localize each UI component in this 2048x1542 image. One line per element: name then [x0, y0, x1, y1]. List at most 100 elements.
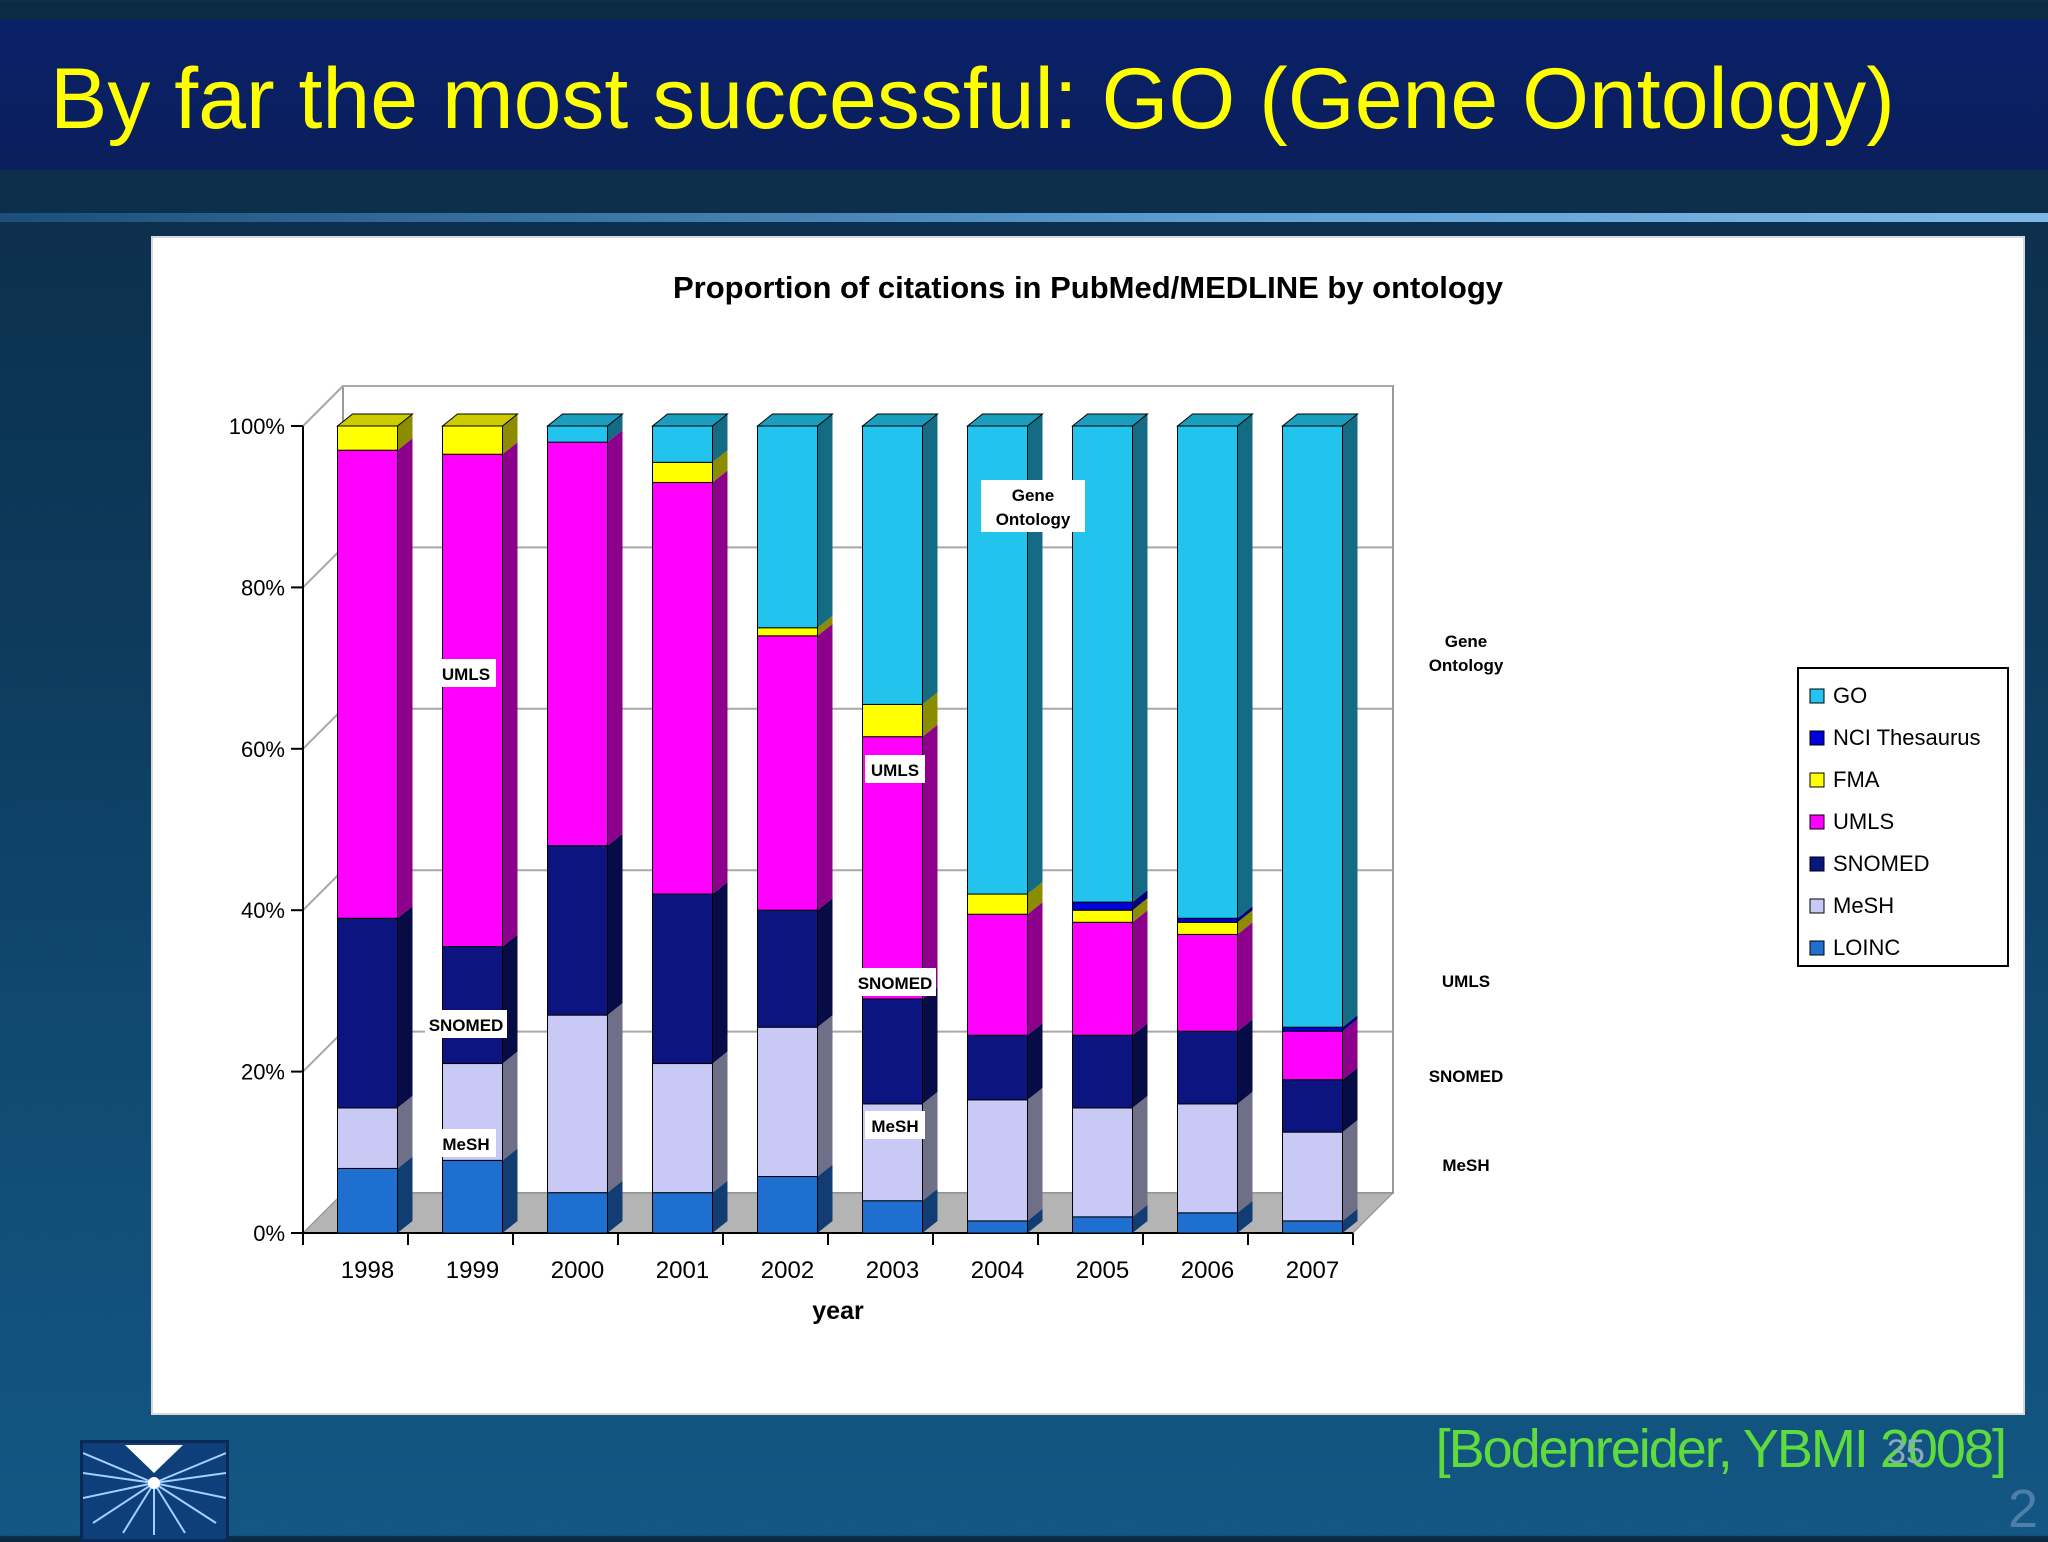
bar-segment-nci-thesaurus [1282, 1026, 1343, 1032]
title-band: By far the most successful: GO (Gene Ont… [0, 20, 2048, 170]
bar-side [607, 1003, 623, 1193]
bar-stack-1999 [441, 413, 519, 1234]
bar-side [1132, 1204, 1148, 1233]
bar-segment-mesh [757, 1026, 818, 1178]
bar-segment-snomed [547, 845, 608, 1016]
annotation-text: Ontology [1429, 656, 1504, 675]
bar-segment-loinc [862, 1200, 923, 1234]
bar-segment-nci-thesaurus [1177, 917, 1238, 923]
legend-swatch [1809, 730, 1825, 746]
y-tick-label: 100% [229, 414, 285, 439]
annotation-label: MeSH [1436, 1150, 1496, 1178]
annotation-bg [1414, 626, 1518, 678]
institution-logo [80, 1440, 229, 1542]
bar-stack-2003 [861, 413, 939, 1234]
x-tick-label: 2004 [971, 1257, 1024, 1284]
bar-segment-fma [442, 425, 503, 455]
bar-side [502, 934, 518, 1064]
bar-segment-loinc [1072, 1216, 1133, 1234]
bar-side [817, 898, 833, 1028]
bar-segment-loinc [967, 1220, 1028, 1234]
bar-top [1176, 413, 1254, 427]
bar-side [1132, 910, 1148, 1036]
bar-segment-loinc [1177, 1212, 1238, 1234]
bar-side [1132, 1023, 1148, 1108]
legend-swatch [1809, 856, 1825, 872]
annotation-text: MeSH [442, 1135, 489, 1154]
bar-side [1342, 1120, 1358, 1221]
annotation-label: MeSH [865, 1111, 925, 1139]
bar-segment-loinc [547, 1192, 608, 1234]
bar-stack-2007 [1281, 413, 1359, 1234]
x-tick-label: 2003 [866, 1257, 919, 1284]
bar-side [502, 442, 518, 947]
legend-label: UMLS [1833, 809, 1894, 834]
x-tick-label: 1998 [341, 1257, 394, 1284]
legend-swatch [1809, 772, 1825, 788]
x-tick-label: 2007 [1286, 1257, 1339, 1284]
bar-side [502, 414, 518, 455]
annotation-bg [865, 1111, 925, 1139]
title-divider [0, 213, 2048, 222]
bar-segment-fma [967, 893, 1028, 915]
bar-segment-nci-thesaurus [1072, 901, 1133, 911]
x-tick-label: 1999 [446, 1257, 499, 1284]
bar-stack-1998 [336, 413, 414, 1234]
bar-side [1132, 890, 1148, 911]
bar-segment-go [652, 425, 713, 463]
x-tick-label: 2006 [1181, 1257, 1234, 1284]
bar-side [1237, 414, 1253, 919]
bar-side [1027, 1087, 1043, 1221]
annotation-bg [1436, 966, 1496, 994]
bar-segment-fma [862, 703, 923, 738]
bar-side [1342, 1067, 1358, 1133]
bar-side [397, 906, 413, 1108]
bar-segment-fma [1072, 909, 1133, 923]
annotation-bg [981, 480, 1085, 532]
bar-side [397, 1095, 413, 1169]
legend-label: SNOMED [1833, 851, 1930, 876]
legend-swatch [1809, 898, 1825, 914]
bar-side [1027, 414, 1043, 895]
bar-side [922, 692, 938, 737]
annotation-label: UMLS [436, 659, 496, 687]
bar-side [817, 615, 833, 636]
annotation-text: Gene [1012, 486, 1055, 505]
bar-segment-fma [757, 627, 818, 637]
bar-side [922, 986, 938, 1104]
annotation-bg [865, 755, 925, 783]
y-tick-label: 0% [253, 1221, 285, 1246]
annotation-bg [436, 659, 496, 687]
annotation-label: Gene Ontology [1414, 626, 1518, 678]
bar-top [861, 413, 939, 427]
bar-segment-loinc [442, 1159, 503, 1234]
bar-side [502, 1051, 518, 1161]
bar-segment-umls [547, 441, 608, 847]
y-tick-label: 60% [241, 737, 285, 762]
bar-side [817, 623, 833, 911]
chart-panel: 0% 20% 40% 60% 80% 100% 1998 1999 2000 2001 2002 20… [151, 236, 2025, 1415]
bar-segment-loinc [1282, 1220, 1343, 1234]
legend-swatch [1809, 688, 1825, 704]
bar-side [607, 414, 623, 443]
bar-top [1071, 413, 1149, 427]
chart-title: Proportion of citations in PubMed/MEDLIN… [673, 270, 1504, 305]
annotation-text: MeSH [871, 1117, 918, 1136]
bar-segment-mesh [547, 1014, 608, 1194]
bar-side [607, 430, 623, 846]
bar-side [1132, 898, 1148, 923]
bar-segment-mesh [1177, 1103, 1238, 1214]
bar-side [1027, 1023, 1043, 1100]
bar-stack-2004 [966, 413, 1044, 1234]
bar-side [712, 1180, 728, 1233]
bar-top [441, 413, 519, 427]
bar-segment-snomed [1282, 1079, 1343, 1133]
bar-segment-loinc [337, 1167, 398, 1234]
bar-segment-umls [757, 635, 818, 911]
bar-segment-go [1177, 425, 1238, 919]
bar-segment-go [547, 425, 608, 443]
annotation-text: UMLS [871, 761, 919, 780]
bar-stack-2006 [1176, 413, 1254, 1234]
bar-segment-loinc [652, 1192, 713, 1234]
bar-segment-mesh [967, 1099, 1028, 1222]
